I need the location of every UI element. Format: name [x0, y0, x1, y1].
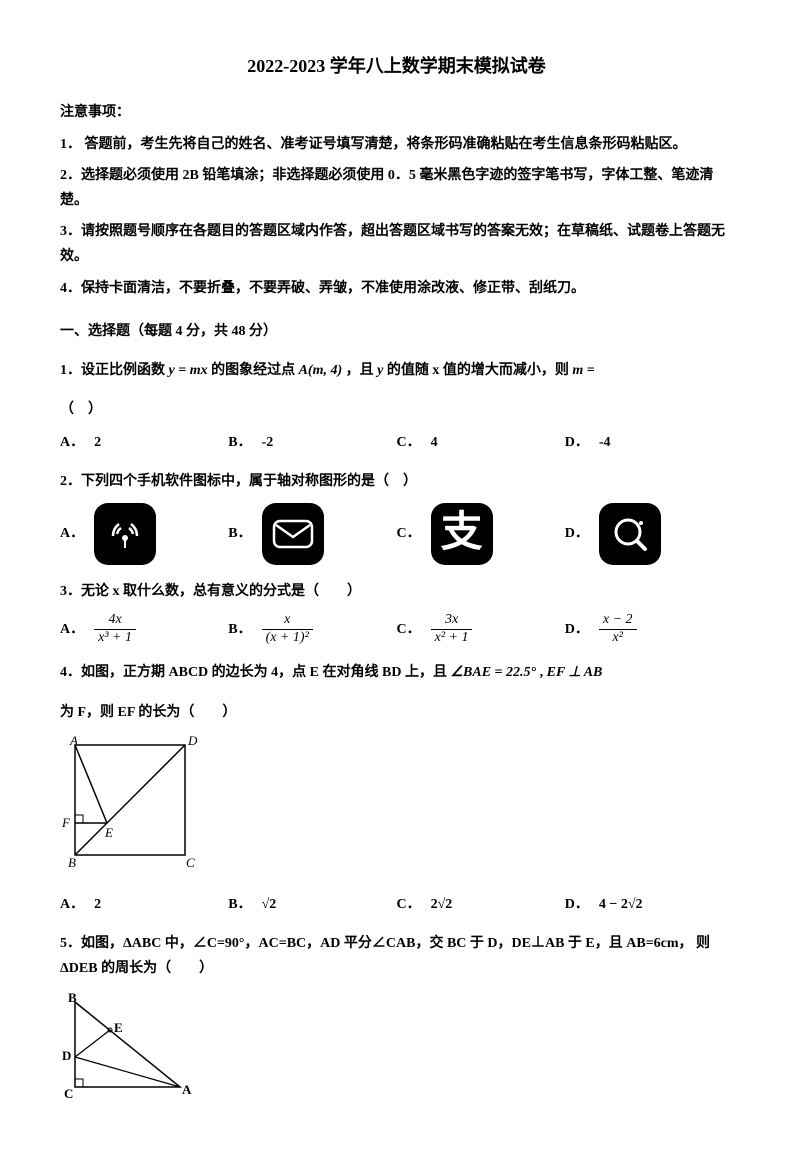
- q3-c-den: x² + 1: [431, 630, 473, 647]
- wifi-icon: [94, 503, 156, 565]
- q1-blank: （ ）: [60, 397, 733, 422]
- q3-options: A． 4x x³ + 1 B． x (x + 1)² C． 3x x² + 1 …: [60, 612, 733, 647]
- q4-perp: EF ⊥ AB: [547, 665, 603, 680]
- q4-options: A． 2 B． √2 C． 2√2 D． 4 − 2√2: [60, 892, 733, 917]
- q4-opt-c[interactable]: C． 2√2: [397, 892, 565, 917]
- q1-expr: y = mx: [169, 363, 208, 378]
- q5-label-e: E: [114, 1020, 123, 1035]
- q1-text-d: 的值随 x 值的增大而减小，则: [387, 363, 573, 378]
- question-4-line1: 4．如图，正方期 ABCD 的边长为 4，点 E 在对角线 BD 上，且 ∠BA…: [60, 660, 733, 685]
- q3-b-num: x: [262, 612, 313, 630]
- search-icon: [599, 503, 661, 565]
- q1-text-a: 1．设正比例函数: [60, 363, 169, 378]
- label-c: C．: [397, 430, 421, 455]
- q4-diagram: A D F E B C: [60, 735, 733, 884]
- q4-opt-a[interactable]: A． 2: [60, 892, 228, 917]
- q1-opt-b[interactable]: B． -2: [228, 430, 396, 455]
- label-a: A．: [60, 430, 84, 455]
- label-b: B．: [228, 430, 251, 455]
- label-d: D．: [565, 430, 589, 455]
- q5-label-b: B: [68, 992, 77, 1005]
- notice-1: 1． 答题前，考生先将自己的姓名、准考证号填写清楚，将条形码准确粘贴在考生信息条…: [60, 132, 733, 157]
- q5-diagram: B E D C A: [60, 992, 733, 1111]
- q4-text-b: ,: [540, 665, 547, 680]
- notice-3: 3．请按照题号顺序在各题目的答题区域内作答，超出答题区域书写的答案无效；在草稿纸…: [60, 219, 733, 269]
- q1-opt-c[interactable]: C． 4: [397, 430, 565, 455]
- question-3: 3．无论 x 取什么数，总有意义的分式是（ ）: [60, 579, 733, 604]
- q2-label-d: D．: [565, 521, 589, 546]
- notice-2: 2．选择题必须使用 2B 铅笔填涂；非选择题必须使用 0．5 毫米黑色字迹的签字…: [60, 163, 733, 213]
- q1-options: A． 2 B． -2 C． 4 D． -4: [60, 430, 733, 455]
- q3-a-den: x³ + 1: [94, 630, 136, 647]
- mail-icon: [262, 503, 324, 565]
- q3-b-den: (x + 1)²: [262, 630, 313, 647]
- q3-label-c: C．: [397, 617, 421, 642]
- q2-opt-d[interactable]: D．: [565, 503, 733, 565]
- q3-label-a: A．: [60, 617, 84, 642]
- notice-4: 4．保持卡面清洁，不要折叠，不要弄破、弄皱，不准使用涂改液、修正带、刮纸刀。: [60, 276, 733, 301]
- q1-m: m =: [572, 363, 594, 378]
- q4-label-a: A: [69, 735, 78, 748]
- q4-opt-b[interactable]: B． √2: [228, 892, 396, 917]
- q3-a-frac: 4x x³ + 1: [94, 612, 136, 647]
- q1-point: A(m, 4): [299, 363, 343, 378]
- question-2: 2．下列四个手机软件图标中，属于轴对称图形的是（ ）: [60, 469, 733, 494]
- q4-text-a: 4．如图，正方期 ABCD 的边长为 4，点 E 在对角线 BD 上，且: [60, 665, 450, 680]
- q2-opt-a[interactable]: A．: [60, 503, 228, 565]
- page-title: 2022-2023 学年八上数学期末模拟试卷: [60, 50, 733, 82]
- q1-opt-d[interactable]: D． -4: [565, 430, 733, 455]
- section-1-heading: 一、选择题（每题 4 分，共 48 分）: [60, 319, 733, 344]
- q1-c: 4: [431, 430, 438, 455]
- q2-label-b: B．: [228, 521, 251, 546]
- q3-label-d: D．: [565, 617, 589, 642]
- q2-opt-c[interactable]: C． 支: [397, 503, 565, 565]
- q1-a: 2: [94, 430, 101, 455]
- q4-label-b: B: [68, 855, 76, 870]
- q4-b: √2: [262, 892, 277, 917]
- q3-d-den: x²: [599, 630, 637, 647]
- q2-opt-b[interactable]: B．: [228, 503, 396, 565]
- q4-label-c-opt: C．: [397, 892, 421, 917]
- alipay-icon: 支: [431, 503, 493, 565]
- q3-opt-a[interactable]: A． 4x x³ + 1: [60, 612, 228, 647]
- q3-c-frac: 3x x² + 1: [431, 612, 473, 647]
- q4-label-c: C: [186, 855, 195, 870]
- q2-label-a: A．: [60, 521, 84, 546]
- q3-opt-d[interactable]: D． x − 2 x²: [565, 612, 733, 647]
- q4-label-d: D: [187, 735, 198, 748]
- q5-label-a: A: [182, 1082, 192, 1097]
- q3-a-num: 4x: [94, 612, 136, 630]
- q3-d-frac: x − 2 x²: [599, 612, 637, 647]
- q3-b-frac: x (x + 1)²: [262, 612, 313, 647]
- question-4-line2: 为 F，则 EF 的长为（ ）: [60, 700, 733, 725]
- q1-b: -2: [262, 430, 274, 455]
- q1-y: y: [377, 363, 383, 378]
- q3-label-b: B．: [228, 617, 251, 642]
- q3-c-num: 3x: [431, 612, 473, 630]
- q3-opt-b[interactable]: B． x (x + 1)²: [228, 612, 396, 647]
- q3-d-num: x − 2: [599, 612, 637, 630]
- q1-text-c: ，且: [346, 363, 378, 378]
- q4-d: 4 − 2√2: [599, 892, 643, 917]
- q4-label-d-opt: D．: [565, 892, 589, 917]
- q5-label-c: C: [64, 1086, 73, 1101]
- q1-d: -4: [599, 430, 611, 455]
- q2-options: A． B． C． 支 D．: [60, 503, 733, 565]
- q1-text-b: 的图象经过点: [211, 363, 299, 378]
- q1-opt-a[interactable]: A． 2: [60, 430, 228, 455]
- notice-heading: 注意事项：: [60, 100, 733, 125]
- q4-label-a-opt: A．: [60, 892, 84, 917]
- q4-c: 2√2: [431, 892, 453, 917]
- question-1: 1．设正比例函数 y = mx 的图象经过点 A(m, 4) ，且 y 的值随 …: [60, 358, 733, 383]
- q5-label-d: D: [62, 1048, 71, 1063]
- q2-label-c: C．: [397, 521, 421, 546]
- q3-opt-c[interactable]: C． 3x x² + 1: [397, 612, 565, 647]
- q4-opt-d[interactable]: D． 4 − 2√2: [565, 892, 733, 917]
- q4-angle: ∠BAE = 22.5°: [450, 665, 536, 680]
- q4-label-b-opt: B．: [228, 892, 251, 917]
- q4-label-f: F: [61, 815, 71, 830]
- question-5: 5．如图，ΔABC 中，∠C=90°，AC=BC，AD 平分∠CAB，交 BC …: [60, 931, 733, 981]
- q4-label-e: E: [104, 825, 113, 840]
- q4-a: 2: [94, 892, 101, 917]
